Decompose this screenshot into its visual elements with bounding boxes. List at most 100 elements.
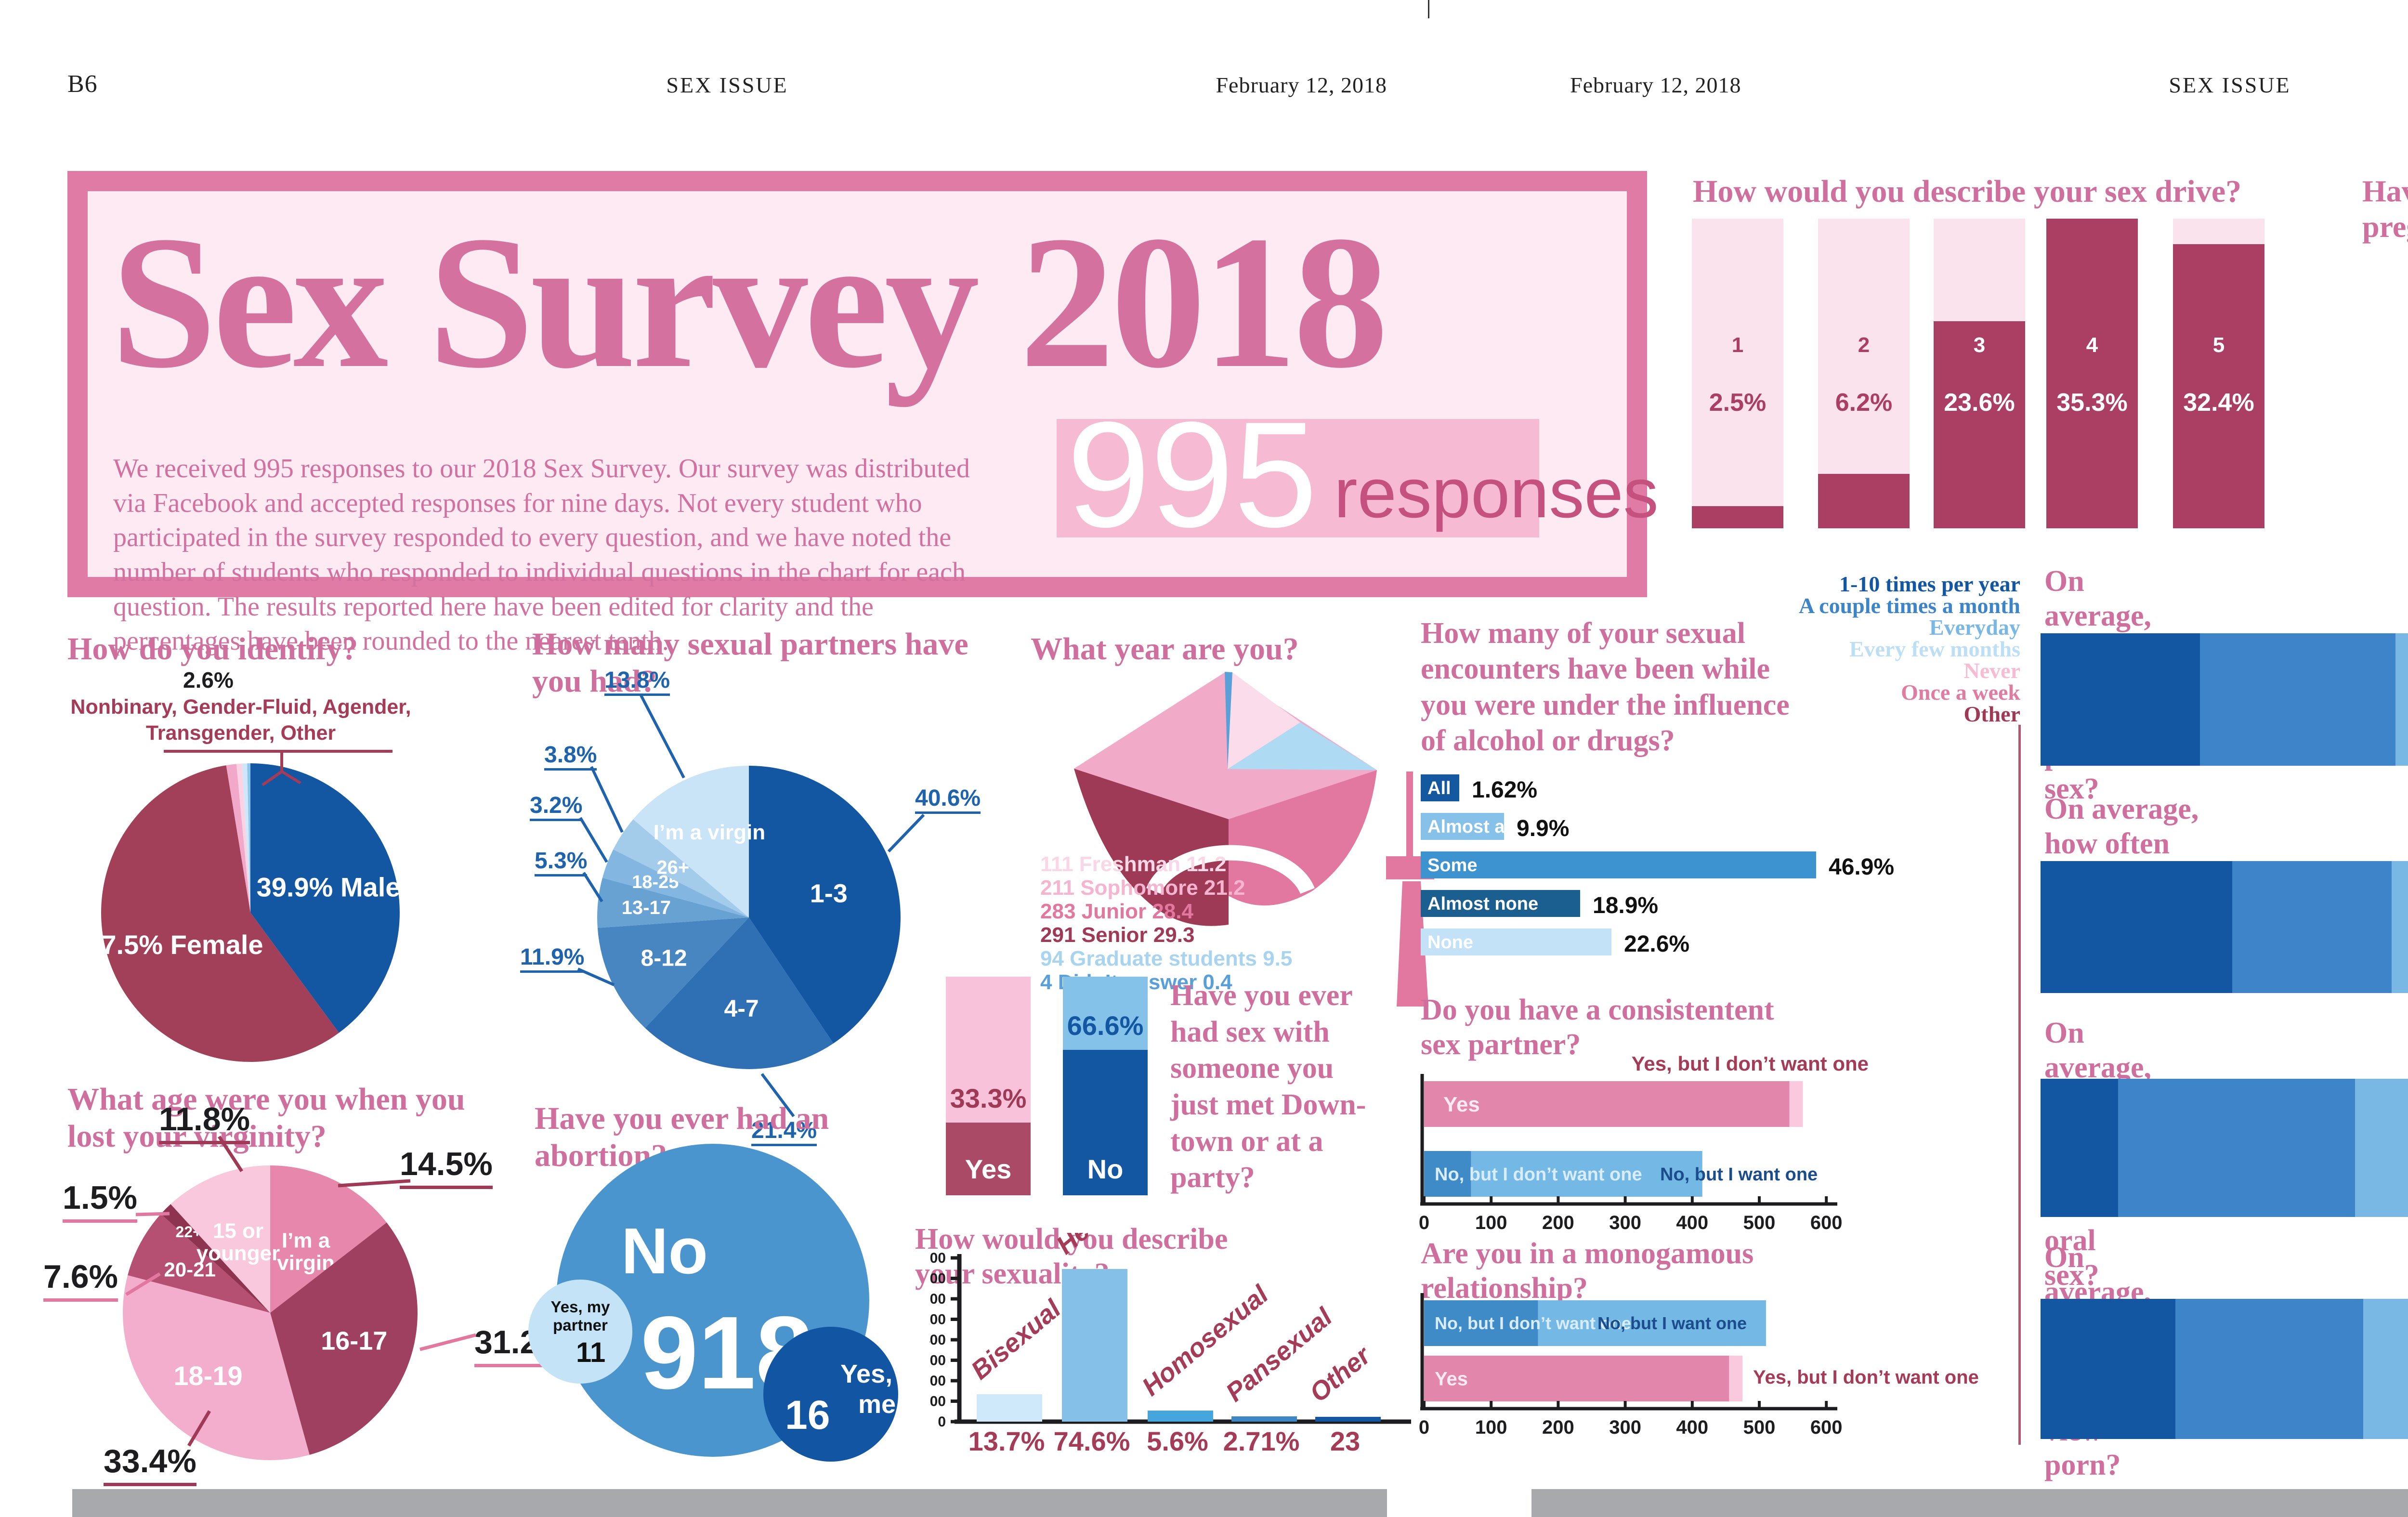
hero-title: Sex Survey 2018 [111,197,1388,407]
alcohol-row: Almost none 18.9% [1421,890,1926,918]
chart-label: 400 [929,1332,946,1348]
drive-bar-category: 1 [1731,333,1744,357]
chart-label: Other [1304,1340,1377,1408]
chart-label: No, but I don’t want one [1435,1313,1631,1333]
pie-slice [247,763,250,913]
partners-callout: 13.8% [604,667,670,696]
chart-label: 500 [1743,1212,1776,1233]
chart-label: 2.71% [1223,1426,1300,1456]
footer-bar-left [72,1489,1387,1517]
year-legend-item: 211 Sophomore 21.2 [1040,876,1245,900]
section-title-right: SEX ISSUE [2169,73,2291,97]
virginity-pie-chart: I’m a virgin 16-17 18-19 20-21 22+ 15 or younge… [122,1165,418,1463]
chart-label: No, but I don’t want one [1435,1164,1642,1185]
stacked-bar-segment [1424,1356,1729,1401]
pie-slice [645,917,834,1069]
drive-bar-category: 4 [2086,333,2098,357]
partners-callout: 3.2% [530,792,583,821]
pie-slice [170,1165,270,1313]
responses-label: responses [1334,454,1659,532]
tassel-cord [1406,772,1413,858]
consistent-title: Do you have a consistentent sex partner? [1421,994,1774,1061]
drive-bar-fill [2046,219,2138,528]
chart-label: 4-7 [724,995,759,1022]
sexuality-bar [1148,1411,1213,1422]
downtown-bar-value: 33.3% [950,1083,1027,1113]
virginity-callout: 11.8% [159,1100,250,1144]
date-right: February 12, 2018 [1570,73,1741,97]
consistent-callout: Yes, but I don’t want one [1631,1052,1869,1075]
abortion-title: Have you ever had an abortion? [535,1101,829,1173]
cap-slice-graduate [1228,722,1377,770]
alcohol-bar-value: 22.6% [1624,931,1690,957]
alcohol-title: How many of your sexual encounters have … [1421,617,1790,758]
frequency-stacked-bar [2041,1299,2408,1439]
page-number-left: B6 [67,70,98,98]
cap-slice-freshman [1228,672,1300,769]
frequency-segment-2 [2363,1299,2408,1439]
abortion-me-label-b: me [858,1390,896,1419]
cap-top-face [1074,672,1377,819]
virginity-callout: 1.5% [63,1179,137,1223]
chart-label: 300 [1609,1417,1641,1438]
drive-bar-track: 2 6.2% [1818,219,1910,528]
year-legend-item: 94 Graduate students 9.5 [1040,947,1293,970]
virginity-callout: 14.5% [400,1145,493,1189]
chart-label: 13.7% [968,1426,1045,1456]
pie-slice [128,1214,270,1313]
frequency-legend-item: Other [1963,702,2020,726]
drive-bar-fill [1818,474,1910,528]
responses-box [1057,419,1539,537]
chart-label: 1-3 [810,879,848,908]
identify-annotation-pct: 2.6% [183,667,234,693]
alcohol-chart: All 1.62% Almost all 9.9% Some 46.9% Almost no… [1421,774,1926,967]
section-title-left: SEX ISSUE [666,73,788,97]
frequency-segment-2 [2395,633,2408,766]
chart-label: 700 [929,1271,946,1287]
pregnancy-title: Have you ever had a pregnancy scare? [2362,174,2408,244]
alcohol-bar-value: 9.9% [1517,816,1570,841]
frequency-segment-2 [2391,861,2408,993]
virginity-callout: 7.6% [43,1258,118,1302]
downtown-bar-fill [1063,1050,1148,1195]
chart-label: Bisexual [966,1294,1066,1385]
leader-line [419,1333,476,1351]
consistent-chart: Yes No, but I don’t want one No, but I wan… [1419,1074,1843,1233]
abortion-partner-value: 11 [576,1337,606,1368]
downtown-bar-yes: 33.3% Yes [946,977,1031,1195]
identify-title: How do you identify? [67,631,358,667]
chart-label: 20-21 [164,1258,215,1281]
partners-title: How many sexual partners have you had? [532,627,968,699]
downtown-bar-fill [946,1123,1031,1195]
chart-label: 18-19 [173,1360,242,1391]
chart-label: 0 [1419,1212,1429,1233]
chart-label: Heterosexual [1051,1233,1195,1260]
stacked-bar-segment [1729,1356,1743,1401]
stacked-bar-segment [1424,1081,1790,1127]
alcohol-bar [1421,774,1459,801]
frequency-legend-item: Everyday [1929,615,2020,640]
hero-paragraph: We received 995 responses to our 2018 Se… [113,454,970,656]
pie-slice [270,1165,387,1313]
identify-annotation: Nonbinary, Gender-Fluid, Agender, Transg… [70,695,411,745]
frequency-segment-1 [2199,633,2396,766]
chart-label: 16-17 [321,1327,387,1356]
cap-slice-didnt-answer [1225,672,1232,769]
drive-bar-value: 35.3% [2056,389,2128,417]
pie-slice [122,1275,310,1461]
date-left: February 12, 2018 [1216,73,1387,97]
frequency-legend-item: A couple times a month [1799,593,2020,618]
partners-callout: 40.6% [915,785,981,814]
chart-label: I’m a virgin [277,1229,335,1275]
drive-bar-track: 1 2.5% [1692,219,1783,528]
monogamous-callout: Yes, but I don’t want one [1753,1367,1979,1388]
year-legend-item: 283 Junior 28.4 [1040,900,1193,923]
chart-label: 57.5% Female [99,929,263,960]
chart-label: 15 or younger [196,1219,280,1265]
partners-callout: 5.3% [535,848,588,876]
pie-slice [597,917,749,1028]
